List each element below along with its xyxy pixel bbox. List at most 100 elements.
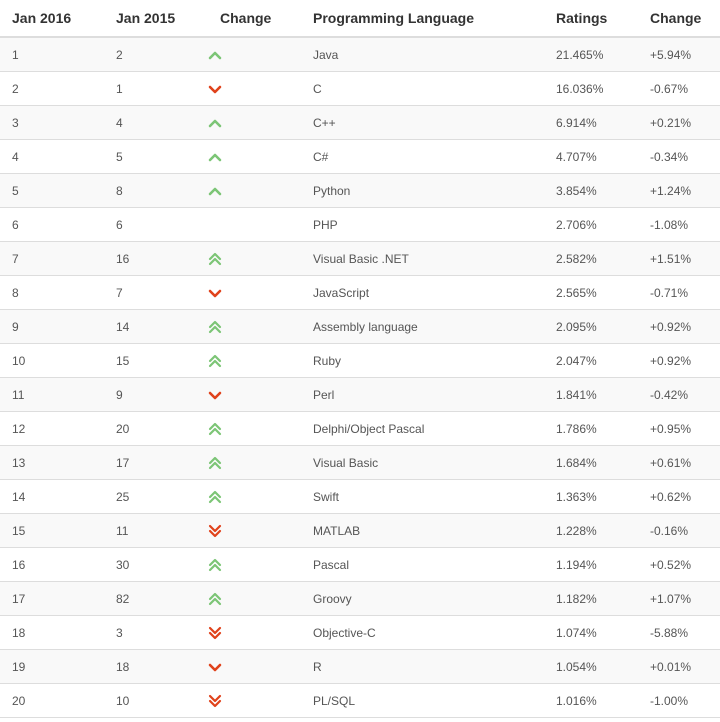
- change-cell: +1.24%: [638, 173, 720, 208]
- change-cell: +0.21%: [638, 105, 720, 140]
- rank-2015-cell: 5: [104, 139, 208, 174]
- rank-2015-cell: 16: [104, 241, 208, 276]
- rank-2016-cell: 2: [0, 71, 104, 106]
- column-header-jan-2015: Jan 2015: [104, 0, 208, 38]
- trend-cell: [208, 445, 301, 480]
- change-cell: -0.71%: [638, 275, 720, 310]
- rank-2015-cell: 4: [104, 105, 208, 140]
- rating-cell: 1.182%: [544, 581, 638, 616]
- change-cell: +0.92%: [638, 309, 720, 344]
- table-row: 15 11 MATLAB 1.228% -0.16%: [0, 513, 720, 548]
- language-cell: Pascal: [301, 547, 544, 582]
- trend-cell: [208, 275, 301, 310]
- rank-2016-cell: 9: [0, 309, 104, 344]
- trend-cell: [208, 309, 301, 344]
- table-row: 10 15 Ruby 2.047% +0.92%: [0, 343, 720, 378]
- double-down-icon: [208, 626, 301, 640]
- change-cell: -0.16%: [638, 513, 720, 548]
- language-cell: MATLAB: [301, 513, 544, 548]
- double-up-icon: [208, 422, 301, 436]
- rank-2015-cell: 82: [104, 581, 208, 616]
- double-up-icon: [208, 490, 301, 504]
- rating-cell: 2.565%: [544, 275, 638, 310]
- trend-cell: [208, 615, 301, 650]
- double-up-icon: [208, 558, 301, 572]
- rank-2016-cell: 7: [0, 241, 104, 276]
- rank-2015-cell: 1: [104, 71, 208, 106]
- up-icon: [208, 118, 301, 128]
- table-header-row: Jan 2016 Jan 2015 Change Programming Lan…: [0, 0, 720, 38]
- table-row: 13 17 Visual Basic 1.684% +0.61%: [0, 445, 720, 480]
- rank-2015-cell: 3: [104, 615, 208, 650]
- trend-cell: [208, 343, 301, 378]
- double-down-icon: [208, 694, 301, 708]
- change-cell: -1.00%: [638, 683, 720, 718]
- rating-cell: 3.854%: [544, 173, 638, 208]
- table-row: 3 4 C++ 6.914% +0.21%: [0, 105, 720, 140]
- column-header-ratings: Ratings: [544, 0, 638, 38]
- table-row: 5 8 Python 3.854% +1.24%: [0, 173, 720, 208]
- rating-cell: 1.228%: [544, 513, 638, 548]
- table-row: 4 5 C# 4.707% -0.34%: [0, 139, 720, 174]
- rating-cell: 4.707%: [544, 139, 638, 174]
- column-header-change-icon: Change: [208, 0, 301, 38]
- rating-cell: 1.684%: [544, 445, 638, 480]
- change-cell: +1.07%: [638, 581, 720, 616]
- change-cell: +0.52%: [638, 547, 720, 582]
- trend-cell: [208, 71, 301, 106]
- language-cell: Swift: [301, 479, 544, 514]
- language-cell: PL/SQL: [301, 683, 544, 718]
- column-header-jan-2016: Jan 2016: [0, 0, 104, 38]
- language-cell: Ruby: [301, 343, 544, 378]
- language-cell: Python: [301, 173, 544, 208]
- table-row: 8 7 JavaScript 2.565% -0.71%: [0, 275, 720, 310]
- change-cell: -1.08%: [638, 207, 720, 242]
- table-row: 9 14 Assembly language 2.095% +0.92%: [0, 309, 720, 344]
- table-row: 16 30 Pascal 1.194% +0.52%: [0, 547, 720, 582]
- table-body: 1 2 Java 21.465% +5.94% 2 1 C 16.036% -0.67% 3 4 C++…: [0, 37, 720, 718]
- double-up-icon: [208, 456, 301, 470]
- rating-cell: 1.786%: [544, 411, 638, 446]
- rank-2015-cell: 25: [104, 479, 208, 514]
- rating-cell: 16.036%: [544, 71, 638, 106]
- rank-2016-cell: 6: [0, 207, 104, 242]
- rank-2016-cell: 15: [0, 513, 104, 548]
- trend-cell: [208, 139, 301, 174]
- rank-2016-cell: 18: [0, 615, 104, 650]
- rank-2016-cell: 8: [0, 275, 104, 310]
- table-row: 1 2 Java 21.465% +5.94%: [0, 37, 720, 72]
- rating-cell: 1.074%: [544, 615, 638, 650]
- table-row: 18 3 Objective-C 1.074% -5.88%: [0, 615, 720, 650]
- double-up-icon: [208, 320, 301, 334]
- change-cell: +0.61%: [638, 445, 720, 480]
- down-icon: [208, 662, 301, 672]
- table-row: 6 6 PHP 2.706% -1.08%: [0, 207, 720, 242]
- trend-cell: [208, 207, 301, 242]
- table-row: 7 16 Visual Basic .NET 2.582% +1.51%: [0, 241, 720, 276]
- language-cell: C++: [301, 105, 544, 140]
- table-row: 12 20 Delphi/Object Pascal 1.786% +0.95%: [0, 411, 720, 446]
- rating-cell: 6.914%: [544, 105, 638, 140]
- rank-2016-cell: 10: [0, 343, 104, 378]
- change-cell: +0.01%: [638, 649, 720, 684]
- change-cell: -0.67%: [638, 71, 720, 106]
- trend-cell: [208, 513, 301, 548]
- trend-cell: [208, 105, 301, 140]
- change-cell: +0.95%: [638, 411, 720, 446]
- language-cell: C: [301, 71, 544, 106]
- rating-cell: 1.016%: [544, 683, 638, 718]
- trend-cell: [208, 241, 301, 276]
- double-up-icon: [208, 592, 301, 606]
- change-cell: -5.88%: [638, 615, 720, 650]
- double-up-icon: [208, 354, 301, 368]
- rank-2016-cell: 12: [0, 411, 104, 446]
- language-cell: Delphi/Object Pascal: [301, 411, 544, 446]
- rank-2016-cell: 3: [0, 105, 104, 140]
- rating-cell: 2.047%: [544, 343, 638, 378]
- rank-2015-cell: 20: [104, 411, 208, 446]
- double-down-icon: [208, 524, 301, 538]
- up-icon: [208, 186, 301, 196]
- rating-cell: 21.465%: [544, 37, 638, 72]
- language-cell: Assembly language: [301, 309, 544, 344]
